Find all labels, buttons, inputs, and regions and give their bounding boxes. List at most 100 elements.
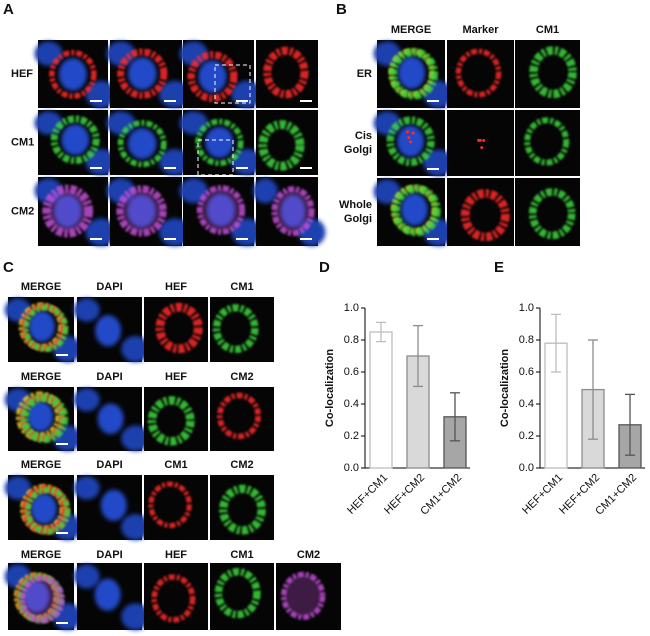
column-label: MERGE bbox=[391, 24, 431, 36]
signal bbox=[116, 185, 167, 237]
nucleus bbox=[400, 193, 428, 226]
signal bbox=[212, 304, 259, 354]
column-label: DAPI bbox=[96, 281, 122, 293]
micrograph bbox=[4, 387, 82, 452]
signal bbox=[117, 120, 167, 168]
micrograph bbox=[179, 40, 263, 108]
signal bbox=[280, 571, 326, 621]
column-label: DAPI bbox=[96, 549, 122, 561]
signal bbox=[455, 48, 502, 98]
nucleus bbox=[61, 124, 90, 156]
signal bbox=[187, 51, 238, 103]
column-label: CM2 bbox=[230, 371, 253, 383]
y-axis-label: Co-localization bbox=[324, 349, 336, 428]
signal bbox=[386, 116, 435, 167]
column-label: DAPI bbox=[96, 459, 122, 471]
nucleus bbox=[58, 58, 87, 91]
signal bbox=[155, 302, 203, 354]
micrograph bbox=[144, 297, 208, 362]
zoom-box bbox=[197, 139, 234, 176]
signal bbox=[22, 304, 69, 353]
y-tick-label: 0.2 bbox=[519, 430, 534, 442]
column-label: HEF bbox=[165, 281, 187, 293]
micrograph bbox=[210, 387, 274, 451]
micrograph bbox=[515, 40, 580, 108]
micrograph bbox=[210, 563, 274, 630]
column-label: CM1 bbox=[230, 281, 253, 293]
column-label: MERGE bbox=[21, 549, 61, 561]
nucleus bbox=[127, 57, 157, 90]
micrograph bbox=[73, 563, 150, 630]
micrograph bbox=[106, 40, 191, 108]
signal bbox=[528, 188, 576, 240]
zoom-box bbox=[214, 64, 251, 104]
y-tick-label: 0.4 bbox=[519, 398, 534, 410]
micrograph bbox=[144, 475, 208, 540]
signal bbox=[50, 115, 100, 165]
row-label: Cis bbox=[355, 130, 372, 142]
y-tick-label: 0.6 bbox=[344, 366, 359, 378]
micrograph bbox=[252, 177, 326, 246]
micrograph bbox=[106, 177, 191, 246]
nucleus bbox=[73, 564, 100, 589]
signal bbox=[148, 481, 192, 529]
nucleus bbox=[127, 128, 157, 160]
micrograph bbox=[447, 40, 514, 108]
nucleus bbox=[121, 425, 150, 452]
panel-label: C bbox=[3, 259, 14, 276]
micrograph bbox=[34, 110, 117, 175]
signal bbox=[406, 130, 410, 134]
micrograph bbox=[179, 177, 263, 246]
panel-label: D bbox=[319, 259, 330, 276]
nucleus bbox=[106, 41, 136, 66]
signal bbox=[460, 189, 510, 242]
y-tick-label: 0.8 bbox=[519, 334, 534, 346]
signal bbox=[529, 46, 577, 99]
panel-label: E bbox=[494, 259, 504, 276]
column-label: MERGE bbox=[21, 281, 61, 293]
signal bbox=[19, 575, 65, 624]
micrograph bbox=[4, 297, 82, 362]
column-label: HEF bbox=[165, 371, 187, 383]
signal bbox=[49, 49, 97, 99]
column-label: CM1 bbox=[230, 549, 253, 561]
column-label: CM2 bbox=[230, 459, 253, 471]
error-bar bbox=[450, 392, 460, 442]
nucleus bbox=[121, 603, 150, 630]
nucleus bbox=[28, 310, 55, 343]
signal bbox=[195, 118, 244, 167]
micrograph bbox=[73, 297, 150, 362]
micrograph bbox=[34, 40, 117, 108]
row-label: ER bbox=[357, 68, 372, 80]
signal bbox=[391, 184, 441, 237]
micrograph bbox=[144, 563, 208, 630]
nucleus bbox=[27, 401, 54, 432]
row-label: Whole bbox=[339, 199, 372, 211]
error-bar bbox=[588, 339, 598, 440]
y-tick-label: 0.2 bbox=[344, 430, 359, 442]
nucleus bbox=[100, 489, 127, 521]
micrograph-bg bbox=[447, 110, 514, 176]
micrograph bbox=[447, 178, 514, 246]
signal bbox=[147, 396, 195, 446]
column-label: CM1 bbox=[164, 459, 187, 471]
bar bbox=[369, 331, 393, 469]
nucleus bbox=[398, 56, 426, 90]
signal bbox=[482, 139, 486, 143]
micrograph bbox=[73, 387, 150, 452]
error-bar bbox=[413, 324, 423, 388]
micrograph bbox=[373, 40, 454, 108]
nucleus bbox=[97, 403, 124, 435]
micrograph-bg bbox=[144, 387, 208, 451]
y-tick-label: 0.0 bbox=[344, 462, 359, 474]
nucleus bbox=[121, 336, 150, 362]
micrograph bbox=[73, 475, 150, 540]
column-label: DAPI bbox=[96, 371, 122, 383]
column-label: Marker bbox=[462, 24, 499, 36]
error-bar bbox=[376, 321, 386, 343]
signal bbox=[24, 487, 71, 535]
row-label: CM1 bbox=[11, 136, 34, 148]
micrograph-bg bbox=[256, 110, 318, 175]
nucleus bbox=[4, 476, 32, 500]
y-tick-label: 1.0 bbox=[519, 302, 534, 314]
